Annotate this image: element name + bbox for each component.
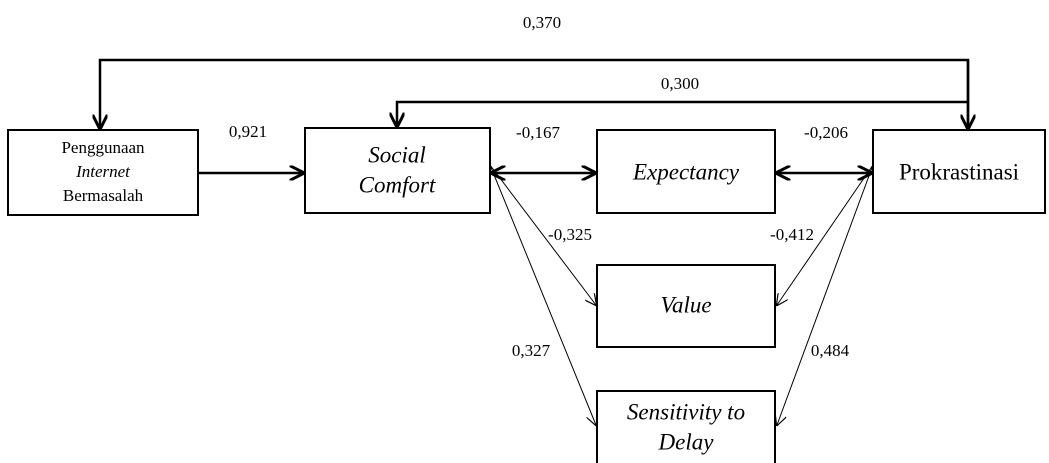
edge-label: 0,327 [512,341,551,360]
node-label: Penggunaan [61,138,145,157]
node-label: Comfort [359,172,436,197]
edge-label: -0,206 [804,123,848,142]
node-box [872,129,1046,214]
edge-line [777,164,874,305]
edge-label: -0,167 [516,123,560,142]
edge-label: 0,484 [811,341,850,360]
node-label: Sensitivity to [627,399,745,424]
node-label: Value [660,292,711,317]
node-label: Bermasalah [63,186,144,205]
edge-line [100,58,970,130]
edge-line [489,164,596,425]
node-box [7,129,199,216]
node-label: Delay [658,429,715,454]
node-box [596,129,776,214]
edge-label: 0,300 [661,74,699,93]
node-label: Prokrastinasi [899,159,1019,184]
node-label: Expectancy [632,159,740,184]
edge-line [489,164,596,305]
node-label: Internet [75,162,131,181]
edge-line [777,164,874,425]
node-box [596,390,776,463]
node-box [304,127,491,214]
edge-label: 0,921 [229,122,267,141]
edge-line [397,100,968,126]
edge-label: 0,370 [523,13,561,32]
edge-label: -0,412 [770,225,814,244]
node-label: Social [368,142,426,167]
edge-label: -0,325 [548,225,592,244]
node-box [596,264,776,348]
